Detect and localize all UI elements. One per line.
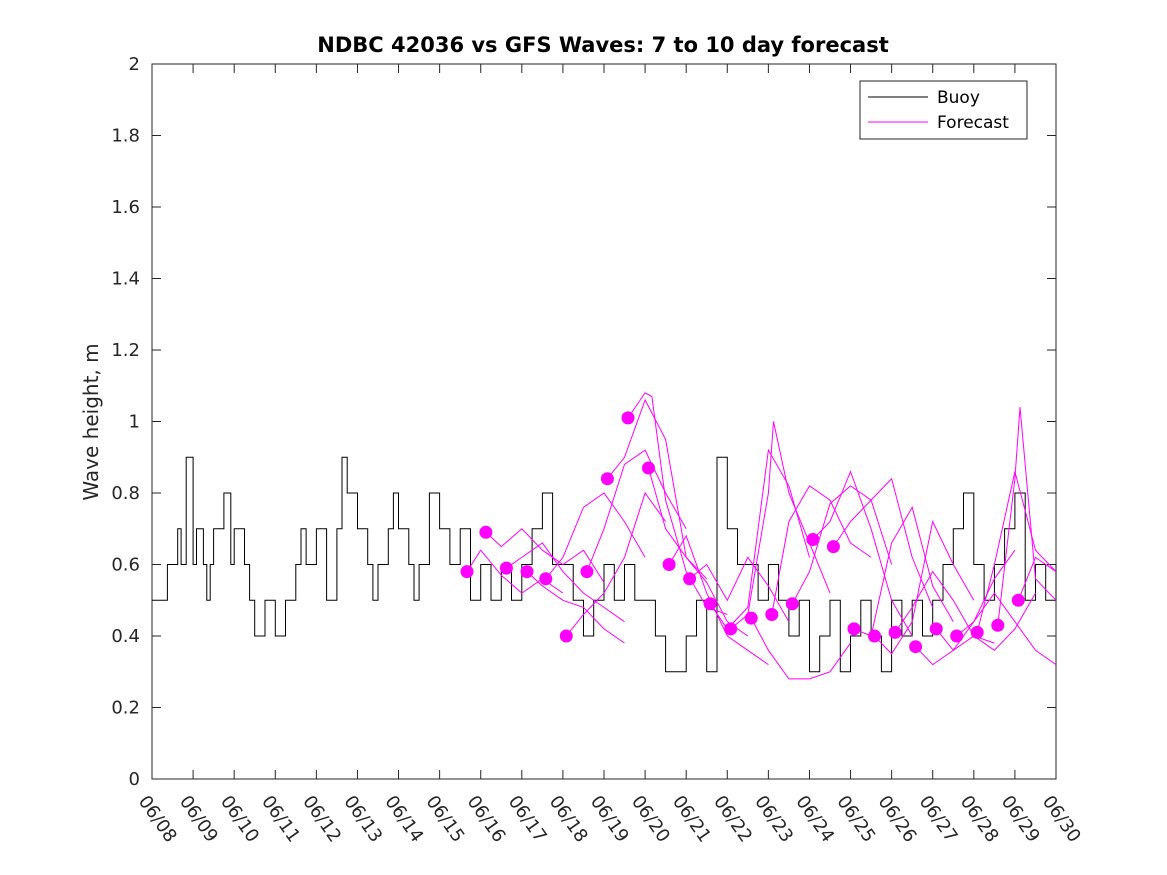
forecast-run-line bbox=[997, 407, 1057, 626]
forecast-point bbox=[888, 625, 902, 639]
x-tick-label: 06/10 bbox=[216, 792, 263, 847]
forecast-run-line bbox=[935, 592, 1036, 651]
buoy-series-line bbox=[152, 456, 1057, 673]
forecast-run-line bbox=[709, 448, 810, 630]
x-tick-label: 06/09 bbox=[175, 792, 222, 847]
x-tick-label: 06/30 bbox=[1038, 792, 1085, 847]
forecast-point bbox=[744, 611, 758, 625]
forecast-point bbox=[950, 629, 964, 643]
forecast-run-line bbox=[832, 477, 934, 608]
y-tick-label: 0.2 bbox=[111, 698, 140, 719]
chart-title: NDBC 42036 vs GFS Waves: 7 to 10 day for… bbox=[317, 33, 888, 57]
x-tick-label: 06/25 bbox=[832, 792, 879, 847]
y-tick-label: 1.6 bbox=[111, 197, 140, 218]
forecast-point bbox=[724, 622, 738, 636]
x-tick-label: 06/15 bbox=[422, 792, 469, 847]
plot-area: 00.20.40.60.811.21.41.61.8206/0806/0906/… bbox=[111, 54, 1085, 846]
forecast-run-line bbox=[1017, 556, 1057, 601]
x-tick-label: 06/16 bbox=[463, 792, 510, 847]
x-tick-label: 06/24 bbox=[791, 792, 838, 847]
forecast-point bbox=[539, 572, 553, 586]
forecast-run-line bbox=[791, 485, 893, 605]
y-tick-label: 0.6 bbox=[111, 555, 140, 576]
forecast-run-line bbox=[586, 449, 687, 572]
x-tick-label: 06/22 bbox=[709, 792, 756, 847]
y-tick-label: 1.4 bbox=[111, 269, 140, 290]
x-tick-label: 06/28 bbox=[956, 792, 1003, 847]
x-tick-label: 06/20 bbox=[627, 792, 674, 847]
forecast-run-line bbox=[750, 617, 851, 680]
axes-box bbox=[151, 63, 1057, 780]
forecast-run-line bbox=[545, 492, 646, 580]
forecast-run-line bbox=[976, 471, 1057, 633]
forecast-point bbox=[559, 629, 573, 643]
forecast-run-line bbox=[689, 556, 790, 622]
forecast-run-line bbox=[668, 534, 769, 666]
forecast-point bbox=[765, 608, 779, 621]
forecast-point bbox=[785, 597, 799, 611]
x-tick-label: 06/26 bbox=[874, 792, 921, 847]
forecast-point bbox=[970, 625, 984, 639]
forecast-run-line bbox=[565, 491, 667, 637]
forecast-point bbox=[683, 572, 697, 586]
forecast-point bbox=[460, 565, 474, 579]
y-tick-label: 2 bbox=[129, 54, 140, 75]
forecast-point bbox=[909, 640, 923, 654]
y-tick-label: 0 bbox=[129, 769, 140, 790]
x-tick-label: 06/19 bbox=[586, 792, 633, 847]
forecast-run-line bbox=[812, 470, 913, 637]
x-tick-label: 06/23 bbox=[750, 792, 797, 847]
forecast-run-line bbox=[915, 549, 1016, 666]
y-tick-label: 1 bbox=[129, 412, 140, 433]
forecast-point bbox=[868, 629, 881, 643]
x-tick-label: 06/12 bbox=[298, 792, 345, 847]
x-tick-label: 06/29 bbox=[997, 792, 1044, 847]
y-tick-label: 0.8 bbox=[111, 483, 140, 504]
x-tick-label: 06/17 bbox=[504, 792, 551, 847]
legend-buoy-label: Buoy bbox=[937, 88, 980, 108]
forecast-run-line bbox=[506, 542, 625, 623]
forecast-point bbox=[520, 565, 534, 579]
forecast-point bbox=[499, 561, 513, 575]
forecast-point bbox=[806, 533, 820, 546]
forecast-point bbox=[929, 622, 943, 636]
forecast-point bbox=[991, 618, 1005, 632]
forecast-point bbox=[703, 597, 717, 611]
forecast-point bbox=[662, 558, 676, 571]
forecast-run-line bbox=[648, 467, 749, 637]
x-tick-label: 06/18 bbox=[545, 792, 592, 847]
forecast-point bbox=[642, 461, 655, 475]
y-tick-label: 0.4 bbox=[111, 626, 140, 647]
forecast-point bbox=[826, 540, 840, 554]
legend-box bbox=[859, 80, 1028, 140]
y-tick-label: 1.8 bbox=[111, 126, 140, 147]
forecast-run-line bbox=[485, 528, 605, 583]
x-tick-label: 06/14 bbox=[380, 792, 427, 847]
x-tick-label: 06/13 bbox=[339, 792, 386, 847]
forecast-run-line bbox=[466, 549, 564, 594]
legend: Buoy Forecast bbox=[859, 80, 1028, 140]
forecast-run-line bbox=[874, 520, 975, 655]
forecast-run-line bbox=[771, 485, 872, 615]
forecast-run-line bbox=[526, 571, 625, 644]
forecast-run-line bbox=[956, 592, 1057, 666]
forecast-point bbox=[621, 411, 635, 425]
x-tick-label: 06/08 bbox=[134, 792, 181, 847]
forecast-point bbox=[479, 525, 493, 539]
forecast-run-line bbox=[730, 421, 831, 630]
forecast-point bbox=[847, 622, 861, 636]
x-tick-label: 06/21 bbox=[668, 792, 715, 847]
forecast-point bbox=[580, 565, 594, 579]
y-axis-label: Wave height, m bbox=[79, 343, 103, 500]
x-tick-label: 06/11 bbox=[257, 792, 304, 847]
forecast-point bbox=[600, 472, 614, 486]
y-tick-label: 1.2 bbox=[111, 340, 140, 361]
legend-forecast-label: Forecast bbox=[937, 113, 1009, 133]
forecast-point bbox=[1011, 593, 1025, 607]
x-tick-label: 06/27 bbox=[915, 792, 962, 847]
forecast-run-line bbox=[627, 392, 728, 615]
